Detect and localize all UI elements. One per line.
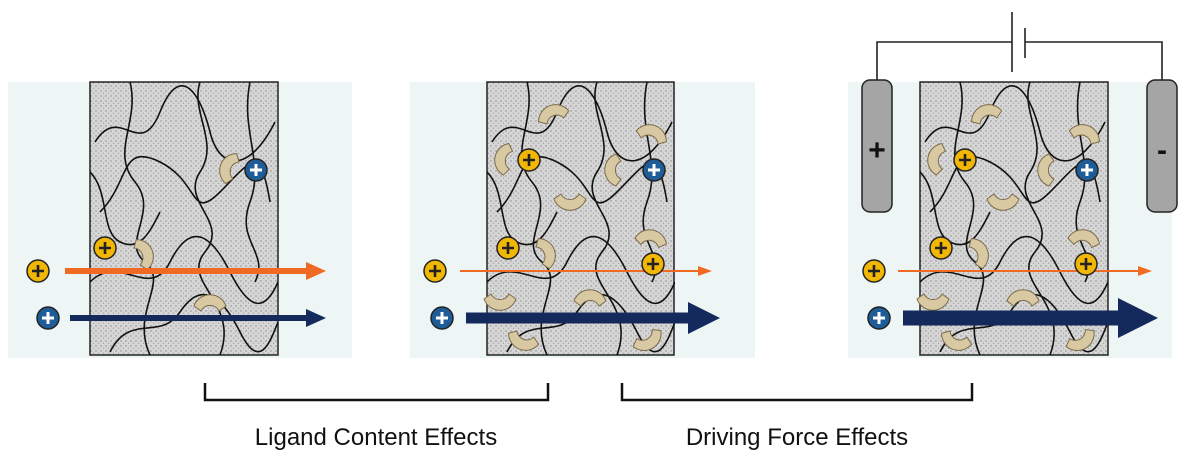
bracket: [205, 383, 548, 400]
diagram: + - Ligand Content Effects Driving Force…: [0, 0, 1182, 451]
bracket: [622, 383, 972, 400]
page: + - Ligand Content Effects Driving Force…: [0, 0, 1182, 451]
positive-electrode-label: +: [868, 134, 886, 167]
bracket-label: Ligand Content Effects: [255, 424, 497, 451]
negative-electrode-label: -: [1157, 134, 1167, 167]
panel-3: + -: [848, 12, 1177, 358]
panel-1: [8, 82, 352, 358]
panel-2: [410, 82, 755, 358]
bracket-label: Driving Force Effects: [686, 424, 908, 451]
